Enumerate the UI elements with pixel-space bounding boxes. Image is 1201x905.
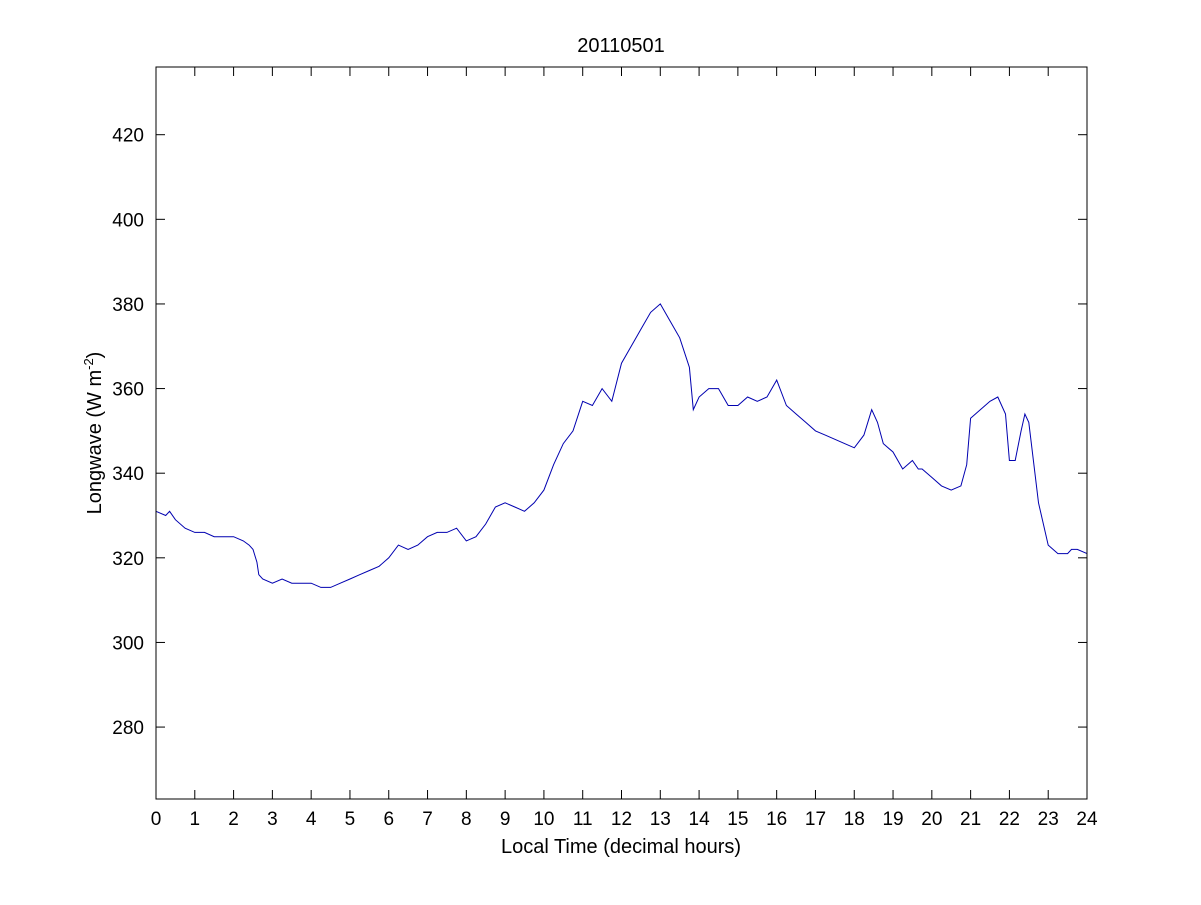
longwave-series-line <box>155 303 1088 588</box>
plot-frame <box>155 66 1088 800</box>
x-tick-label: 14 <box>689 809 711 830</box>
x-tick-label: 18 <box>844 809 865 830</box>
x-tick-label: 23 <box>1038 809 1059 830</box>
x-tick-label: 8 <box>461 809 472 830</box>
x-tick-label: 19 <box>882 809 903 830</box>
x-tick-label: 0 <box>151 809 162 830</box>
x-axis-title: Local Time (decimal hours) <box>501 836 741 858</box>
x-tick-label: 5 <box>345 809 356 830</box>
x-tick-label: 7 <box>422 809 433 830</box>
y-axis-title-close: ) <box>84 352 106 359</box>
x-tick-label: 15 <box>727 809 748 830</box>
y-tick-label: 420 <box>112 126 144 147</box>
x-tick-label: 1 <box>190 809 201 830</box>
plot-area <box>156 67 1087 799</box>
y-axis-title-exponent: -2 <box>81 358 96 370</box>
y-tick-label: 280 <box>112 718 144 739</box>
x-tick-label: 3 <box>267 809 278 830</box>
x-tick-label: 6 <box>383 809 394 830</box>
x-tick-label: 13 <box>650 809 671 830</box>
y-tick-label: 360 <box>112 380 144 401</box>
y-tick-label: 300 <box>112 633 144 654</box>
x-tick-label: 9 <box>500 809 511 830</box>
chart-title: 20110501 <box>577 35 665 57</box>
y-tick-label: 380 <box>112 295 144 316</box>
tick-labels-layer: 0 1 2 3 4 5 6 7 8 9 10 11 12 13 14 15 16 17 18 19 20 21 22 23 24… <box>112 126 1098 830</box>
y-tick-label: 320 <box>112 549 144 570</box>
ticks-layer <box>155 67 1088 799</box>
x-tick-label: 22 <box>999 809 1020 830</box>
y-axis-title: Longwave (W m-2) <box>81 352 106 515</box>
x-tick-label: 17 <box>805 809 826 830</box>
x-tick-label: 2 <box>228 809 239 830</box>
x-tick-label: 24 <box>1076 809 1098 830</box>
y-axis-title-main: Longwave (W m <box>84 370 106 515</box>
x-tick-label: 16 <box>766 809 787 830</box>
x-tick-label: 21 <box>960 809 981 830</box>
x-tick-label: 20 <box>921 809 942 830</box>
x-tick-label: 4 <box>306 809 317 830</box>
x-tick-label: 12 <box>611 809 632 830</box>
x-tick-label: 11 <box>573 809 593 830</box>
y-tick-label: 400 <box>112 210 144 231</box>
y-tick-label: 340 <box>112 464 144 485</box>
x-tick-label: 10 <box>533 809 554 830</box>
